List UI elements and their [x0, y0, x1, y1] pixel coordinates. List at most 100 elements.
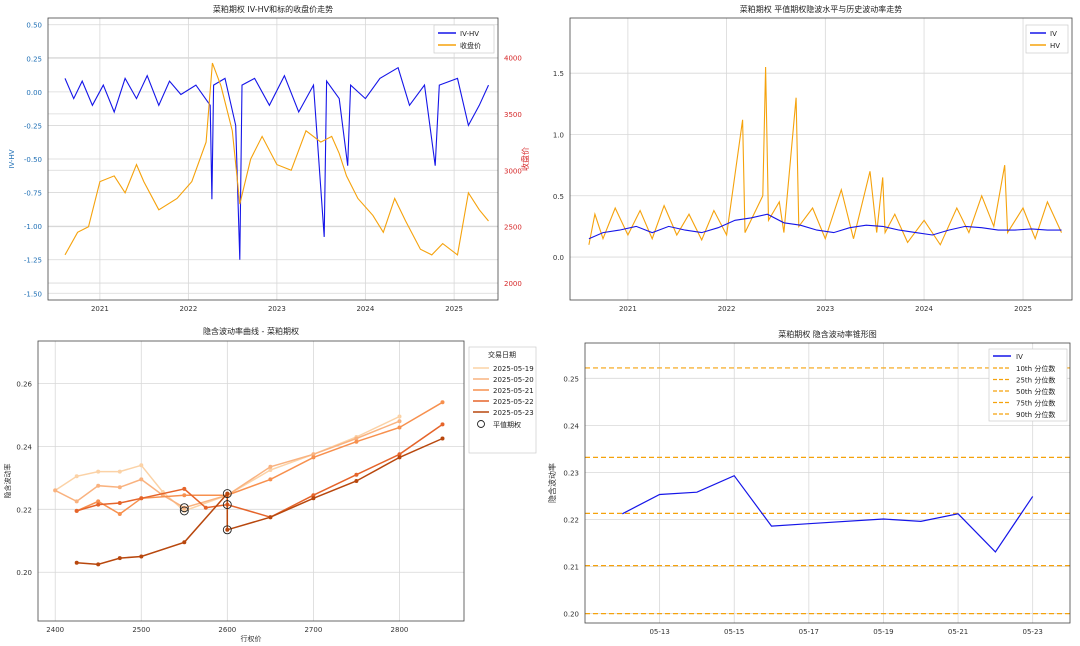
legend-box: [433, 24, 495, 54]
series-point-3: [203, 505, 208, 510]
x-tick-label: 2021: [91, 305, 109, 313]
y-right-tick-label: 3000: [504, 167, 522, 175]
series-point-2: [182, 493, 187, 498]
y-axis-label: 隐含波动率: [547, 463, 557, 503]
y-tick-label: -0.25: [24, 122, 42, 130]
legend-label: IV: [1016, 353, 1023, 361]
series-point-3: [440, 422, 445, 427]
y-tick-label: -1.50: [24, 290, 42, 298]
series-point-0: [268, 468, 273, 472]
legend: IV-HV 收盘价: [433, 24, 495, 54]
x-tick-label: 2500: [132, 626, 150, 634]
series-point-3: [139, 496, 144, 501]
iv-cone-chart: 0.20 0.21 0.22 0.23 0.24 0.25 05-13 05-15 05-17 0…: [547, 329, 1071, 636]
y-tick-label: 0.20: [16, 569, 32, 577]
series-line-4: [76, 437, 443, 566]
x-axis-label: 行权价: [241, 634, 262, 643]
y-tick-label: 0.20: [563, 611, 579, 619]
x-tick-label: 2600: [218, 626, 236, 634]
series-point-3: [182, 486, 187, 491]
plot-frame: [569, 17, 1073, 301]
legend-label: HV: [1050, 42, 1060, 50]
iv-hv-close-chart: -1.50 -1.25 -1.00 -0.75 -0.50 -0.25 0.00 0.25 0.…: [8, 4, 530, 313]
y-right-tick-label: 3500: [504, 111, 522, 119]
legend: IV 10th 分位数 25th 分位数 50th 分位数 75th 分位数 90th 分…: [988, 348, 1068, 422]
legend-label: 25th 分位数: [1016, 376, 1055, 385]
series-line-0: [588, 213, 1062, 240]
series-point-0: [74, 474, 79, 479]
y-tick-label: 0.50: [26, 22, 42, 30]
series-line-0: [622, 474, 1034, 553]
legend: 交易日期 2025-05-19 2025-05-20 2025-05-21 2025-0…: [468, 346, 537, 454]
x-tick-label: 2023: [816, 305, 834, 313]
y-tick-label: 0.25: [563, 375, 579, 383]
legend-label: 2025-05-19: [493, 365, 534, 373]
series-point-0: [397, 414, 402, 419]
legend-title: 交易日期: [488, 350, 516, 359]
x-tick-label: 2025: [445, 305, 463, 313]
y-tick-label: 1.5: [553, 70, 564, 78]
chart-title: 菜粕期权 隐含波动率锥形图: [778, 329, 877, 339]
atm-marker: [179, 506, 189, 516]
series-point-3: [74, 508, 79, 513]
series-point-1: [397, 419, 402, 424]
atm-marker: [222, 489, 232, 499]
iv-smile-chart: 0.20 0.22 0.24 0.26 2400 2500 2600 2700 2800 隐含波动…: [3, 326, 537, 643]
series-point-1: [311, 452, 316, 457]
series-point-2: [311, 455, 316, 460]
series-point-1: [117, 485, 122, 490]
legend-label: IV: [1050, 30, 1057, 38]
series-point-2: [117, 512, 122, 516]
x-tick-label: 05-21: [948, 628, 968, 636]
legend-label: 10th 分位数: [1016, 364, 1055, 373]
y-tick-label: 0.25: [26, 55, 42, 63]
series-point-2: [440, 400, 445, 405]
legend-label: 75th 分位数: [1016, 399, 1055, 408]
x-tick-label: 2022: [718, 305, 736, 313]
y-tick-label: -0.75: [24, 190, 42, 198]
series-point-0: [117, 469, 122, 474]
legend-box: [1025, 24, 1069, 54]
legend-label: 90th 分位数: [1016, 410, 1055, 419]
x-tick-label: 2025: [1014, 305, 1032, 313]
x-tick-label: 05-17: [799, 628, 819, 636]
x-tick-label: 05-15: [724, 628, 744, 636]
legend-label: 收盘价: [460, 41, 481, 50]
chart-title: 菜粕期权 平值期权隐波水平与历史波动率走势: [740, 4, 903, 14]
series-line-1: [64, 62, 489, 256]
series-point-4: [354, 479, 359, 483]
y-tick-label: 0.21: [563, 564, 579, 572]
series-point-3: [397, 452, 402, 457]
y-right-tick-label: 4000: [504, 54, 522, 62]
series-point-1: [182, 505, 187, 510]
y-tick-label: 0.23: [563, 469, 579, 477]
chart-title: 隐含波动率曲线 - 菜粕期权: [203, 326, 299, 336]
series-point-4: [225, 491, 230, 496]
atm-marker: [222, 500, 232, 510]
y-tick-label: 1.0: [553, 131, 564, 139]
legend-label: 50th 分位数: [1016, 387, 1055, 396]
series-point-3: [354, 472, 359, 477]
y-tick-label: 0.22: [563, 516, 579, 524]
y-axis-label: 隐含波动率: [3, 464, 12, 499]
x-tick-label: 2024: [915, 305, 933, 313]
series-point-1: [354, 436, 359, 441]
series-point-2: [354, 439, 359, 444]
x-tick-label: 05-23: [1023, 628, 1043, 636]
x-tick-label: 2400: [46, 626, 64, 634]
x-tick-label: 05-19: [873, 628, 893, 636]
x-tick-label: 2700: [304, 626, 322, 634]
series-point-2: [96, 499, 101, 504]
series-point-1: [53, 488, 58, 493]
legend: IV HV: [1025, 24, 1069, 54]
legend-label: 2025-05-23: [493, 409, 534, 417]
series-point-4: [397, 455, 402, 460]
legend-atm-swatch: [477, 420, 485, 428]
series-point-2: [268, 477, 273, 482]
x-tick-label: 05-13: [649, 628, 669, 636]
legend-box: [468, 346, 537, 454]
atm-marker: [179, 503, 189, 513]
legend-label: 平值期权: [493, 420, 521, 429]
series-line-1: [588, 66, 1062, 246]
legend-box: [988, 348, 1068, 422]
